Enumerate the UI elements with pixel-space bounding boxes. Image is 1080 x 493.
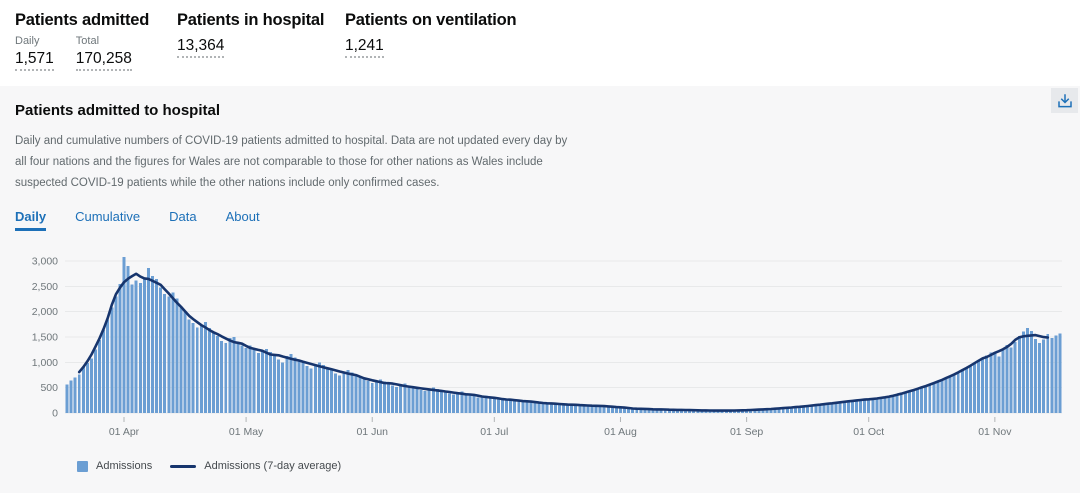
svg-text:1,000: 1,000 (32, 357, 58, 369)
svg-text:3,000: 3,000 (32, 256, 58, 268)
admissions-legend-swatch (77, 460, 88, 472)
stat-title-patients-in-hospital: Patients in hospital (177, 11, 325, 29)
summary-stats: Patients admitted Daily 1,571 Total 170,… (0, 0, 1080, 86)
tab-about[interactable]: About (225, 209, 260, 224)
stat-patients-admitted: Patients admitted Daily 1,571 Total 170,… (15, 11, 177, 86)
admissions-legend-label: Admissions (96, 460, 153, 472)
admissions-chart[interactable]: 0 500 1,000 1,500 2,000 2,500 3,000 01 Apr 01 Ma… (15, 243, 1065, 451)
svg-text:01 May: 01 May (229, 426, 264, 438)
svg-text:500: 500 (40, 382, 58, 394)
svg-text:01 Jun: 01 Jun (356, 426, 388, 438)
svg-text:01 Apr: 01 Apr (109, 426, 140, 438)
svg-text:2,000: 2,000 (32, 306, 58, 318)
stat-value-total[interactable]: 170,258 (75, 50, 132, 71)
card-description: Daily and cumulative numbers of COVID-19… (15, 135, 568, 189)
average-legend-line (170, 464, 197, 468)
svg-text:01 Sep: 01 Sep (730, 426, 763, 438)
tab-cumulative[interactable]: Cumulative (75, 209, 141, 224)
svg-text:01 Jul: 01 Jul (480, 426, 508, 438)
chart-legend: Admissions Admissions (7-day average) (77, 460, 1065, 472)
tab-daily[interactable]: Daily (15, 209, 47, 231)
tab-data[interactable]: Data (169, 209, 197, 224)
stat-title-patients-on-ventilation: Patients on ventilation (345, 11, 517, 29)
stat-value-in-hospital[interactable]: 13,364 (177, 37, 225, 58)
patients-admitted-card: Patients admitted to hospital Daily and … (0, 86, 1080, 493)
stat-title-patients-admitted: Patients admitted (15, 11, 150, 29)
chart-area: 0 500 1,000 1,500 2,000 2,500 3,000 01 Apr 01 Ma… (15, 243, 1065, 456)
svg-text:01 Oct: 01 Oct (853, 426, 884, 438)
card-title: Patients admitted to hospital (15, 102, 221, 119)
stat-patients-on-ventilation: Patients on ventilation 1,241 (345, 11, 517, 86)
tab-bar: Daily Cumulative Data About (15, 209, 1065, 231)
download-icon (1057, 93, 1072, 107)
svg-text:0: 0 (52, 408, 58, 420)
stat-label-daily: Daily (15, 35, 40, 47)
svg-text:1,500: 1,500 (32, 332, 58, 344)
stat-value-on-ventilation[interactable]: 1,241 (345, 37, 384, 58)
svg-text:01 Nov: 01 Nov (978, 426, 1012, 438)
svg-text:2,500: 2,500 (32, 281, 58, 293)
average-legend-label: Admissions (7-day average) (204, 460, 342, 472)
stat-value-daily[interactable]: 1,571 (15, 50, 54, 71)
stat-daily: Daily 1,571 (15, 34, 54, 71)
stat-label-total: Total (75, 35, 100, 47)
svg-text:01 Aug: 01 Aug (604, 426, 637, 438)
stat-total: Total 170,258 (75, 34, 132, 71)
download-button[interactable] (1051, 88, 1078, 113)
stat-patients-in-hospital: Patients in hospital 13,364 (177, 11, 345, 86)
